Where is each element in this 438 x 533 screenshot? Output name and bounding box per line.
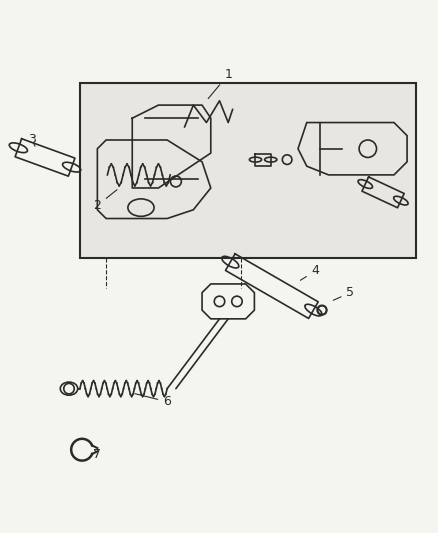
Text: 7: 7 (93, 448, 101, 461)
Text: 5: 5 (332, 286, 353, 300)
FancyBboxPatch shape (80, 83, 415, 258)
Text: 3: 3 (28, 133, 36, 147)
Text: 6: 6 (134, 394, 171, 408)
Text: 1: 1 (208, 68, 232, 99)
Text: 4: 4 (300, 264, 319, 280)
Text: 2: 2 (93, 190, 117, 212)
